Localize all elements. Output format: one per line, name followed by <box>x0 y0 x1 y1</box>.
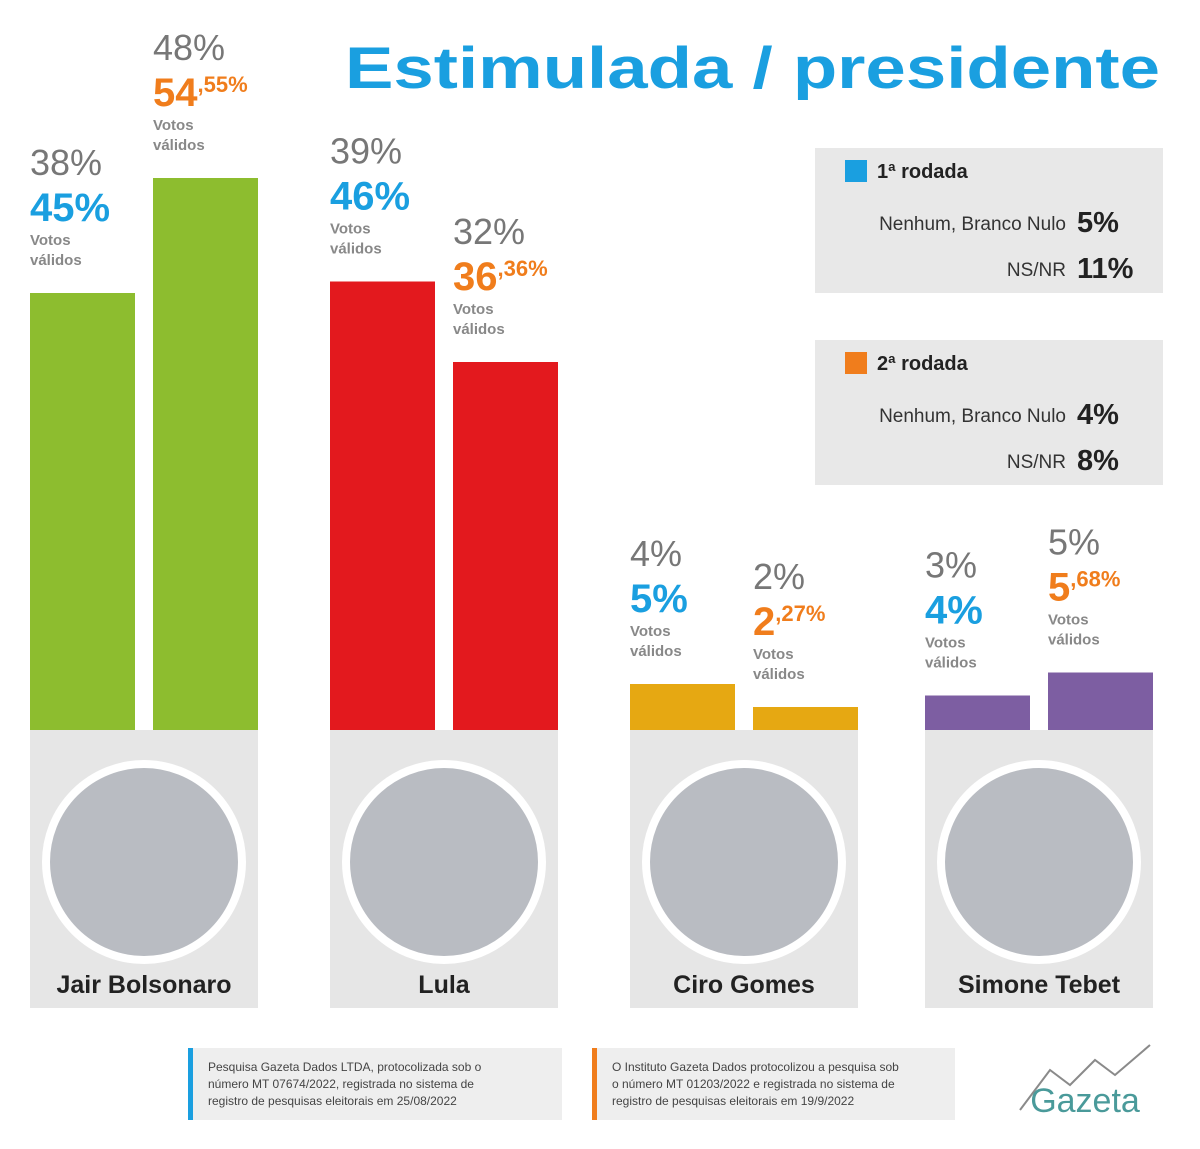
bar <box>630 684 735 730</box>
footnote: registro de pesquisas eleitorais em 19/9… <box>612 1094 854 1108</box>
candidate-photo <box>342 760 546 964</box>
other-answer-value: 4% <box>1077 399 1119 431</box>
valid-votes-label: 36,36% <box>453 255 548 299</box>
other-answer-label: NS/NR <box>1007 260 1066 281</box>
valid-votes-label: 4% <box>925 589 983 633</box>
candidate-name: Lula <box>418 971 470 999</box>
candidate-name: Jair Bolsonaro <box>56 971 231 999</box>
legend-label: 1ª rodada <box>877 161 969 183</box>
footnote-bar <box>188 1048 193 1120</box>
valid-votes-note: Votos válidos <box>453 301 505 338</box>
footnote: registro de pesquisas eleitorais em 25/0… <box>208 1094 457 1108</box>
valid-votes-note: Votos válidos <box>1048 612 1100 649</box>
candidate-photo <box>937 760 1141 964</box>
valid-votes-note: Votos válidos <box>30 232 82 269</box>
value-label: 4% <box>630 533 682 574</box>
value-label: 32% <box>453 211 525 252</box>
footnote: número MT 07674/2022, registrada no sist… <box>208 1077 474 1091</box>
value-label: 5% <box>1048 522 1100 563</box>
logo-line <box>1019 1044 1151 1111</box>
candidate-name: Simone Tebet <box>958 971 1121 999</box>
value-label: 38% <box>30 142 102 183</box>
bar <box>153 178 258 730</box>
valid-votes-note: Votos válidos <box>330 221 382 258</box>
other-answer-value: 5% <box>1077 207 1119 239</box>
legend-box <box>815 148 1163 293</box>
valid-votes-label: 54,55% <box>153 71 248 115</box>
bar <box>925 695 1030 730</box>
candidate-name: Ciro Gomes <box>673 971 815 999</box>
candidate-photo <box>42 760 246 964</box>
valid-votes-note: Votos válidos <box>630 623 682 660</box>
other-answer-label: Nenhum, Branco Nulo <box>879 406 1066 427</box>
valid-votes-note: Votos válidos <box>153 117 205 154</box>
bar <box>1048 672 1153 730</box>
valid-votes-label: 46% <box>330 175 410 219</box>
footnote: Pesquisa Gazeta Dados LTDA, protocolizad… <box>208 1060 482 1074</box>
logo: Gazeta <box>1030 1082 1140 1120</box>
legend-swatch <box>845 160 867 182</box>
other-answer-label: NS/NR <box>1007 452 1066 473</box>
value-label: 2% <box>753 556 805 597</box>
candidate-photo <box>642 760 846 964</box>
valid-votes-note: Votos válidos <box>753 646 805 683</box>
valid-votes-label: 5% <box>630 577 688 621</box>
other-answer-value: 11% <box>1077 253 1134 285</box>
bar <box>30 293 135 730</box>
footnote-box <box>188 1048 562 1120</box>
footnote-bar <box>592 1048 597 1120</box>
valid-votes-label: 45% <box>30 186 110 230</box>
value-label: 48% <box>153 27 225 68</box>
bar <box>453 362 558 730</box>
bar <box>330 281 435 730</box>
valid-votes-label: 2,27% <box>753 600 825 644</box>
footnote: o número MT 01203/2022 e registrada no s… <box>612 1077 895 1091</box>
chart-title: Estimulada / presidente <box>345 36 1160 101</box>
other-answer-label: Nenhum, Branco Nulo <box>879 214 1066 235</box>
legend-box <box>815 340 1163 485</box>
legend-label: 2ª rodada <box>877 353 969 375</box>
valid-votes-note: Votos válidos <box>925 635 977 672</box>
value-label: 39% <box>330 131 402 172</box>
legend-swatch <box>845 352 867 374</box>
other-answer-value: 8% <box>1077 445 1119 477</box>
footnote: O Instituto Gazeta Dados protocolizou a … <box>612 1060 899 1074</box>
footnote-box <box>592 1048 955 1120</box>
valid-votes-label: 5,68% <box>1048 566 1120 610</box>
value-label: 3% <box>925 545 977 586</box>
bar <box>753 707 858 730</box>
